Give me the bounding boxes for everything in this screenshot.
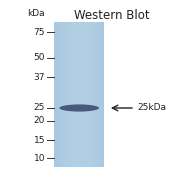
Bar xyxy=(76,22,77,167)
Bar xyxy=(54,22,55,167)
Bar xyxy=(73,22,74,167)
Bar xyxy=(91,22,92,167)
Bar xyxy=(63,22,64,167)
Text: 25: 25 xyxy=(34,103,45,112)
Bar xyxy=(89,22,90,167)
Bar xyxy=(64,22,65,167)
Bar xyxy=(65,22,66,167)
Text: 20: 20 xyxy=(34,116,45,125)
Text: Western Blot: Western Blot xyxy=(74,9,149,22)
Bar xyxy=(79,22,80,167)
Bar xyxy=(86,22,87,167)
Bar xyxy=(96,22,97,167)
Bar xyxy=(97,22,98,167)
Bar xyxy=(62,22,63,167)
Bar xyxy=(69,22,70,167)
Bar xyxy=(56,22,57,167)
Bar xyxy=(54,22,104,167)
Text: 10: 10 xyxy=(33,154,45,163)
Bar xyxy=(78,22,79,167)
Bar xyxy=(67,22,68,167)
Text: 50: 50 xyxy=(33,53,45,62)
Bar xyxy=(71,22,72,167)
Bar xyxy=(57,22,58,167)
Bar xyxy=(77,22,78,167)
Bar xyxy=(88,22,89,167)
Ellipse shape xyxy=(59,104,99,112)
Bar xyxy=(87,22,88,167)
Text: kDa: kDa xyxy=(27,9,45,18)
Bar xyxy=(81,22,82,167)
Bar xyxy=(74,22,75,167)
Bar xyxy=(101,22,102,167)
Bar xyxy=(98,22,99,167)
Text: 75: 75 xyxy=(33,28,45,37)
Bar xyxy=(59,22,60,167)
Bar xyxy=(82,22,83,167)
Bar xyxy=(90,22,91,167)
Bar xyxy=(68,22,69,167)
Bar xyxy=(100,22,101,167)
Bar xyxy=(103,22,104,167)
Bar xyxy=(55,22,56,167)
Bar xyxy=(61,22,62,167)
Bar xyxy=(92,22,93,167)
Bar xyxy=(58,22,59,167)
Bar xyxy=(60,22,61,167)
Text: 37: 37 xyxy=(33,73,45,82)
Bar xyxy=(85,22,86,167)
Bar xyxy=(66,22,67,167)
Bar xyxy=(95,22,96,167)
Bar xyxy=(80,22,81,167)
Bar xyxy=(83,22,84,167)
Bar xyxy=(84,22,85,167)
Bar xyxy=(70,22,71,167)
Bar xyxy=(72,22,73,167)
Bar xyxy=(102,22,103,167)
Text: 25kDa: 25kDa xyxy=(138,103,167,112)
Bar xyxy=(93,22,94,167)
Text: 15: 15 xyxy=(33,136,45,145)
Bar xyxy=(75,22,76,167)
Bar xyxy=(94,22,95,167)
Bar xyxy=(99,22,100,167)
